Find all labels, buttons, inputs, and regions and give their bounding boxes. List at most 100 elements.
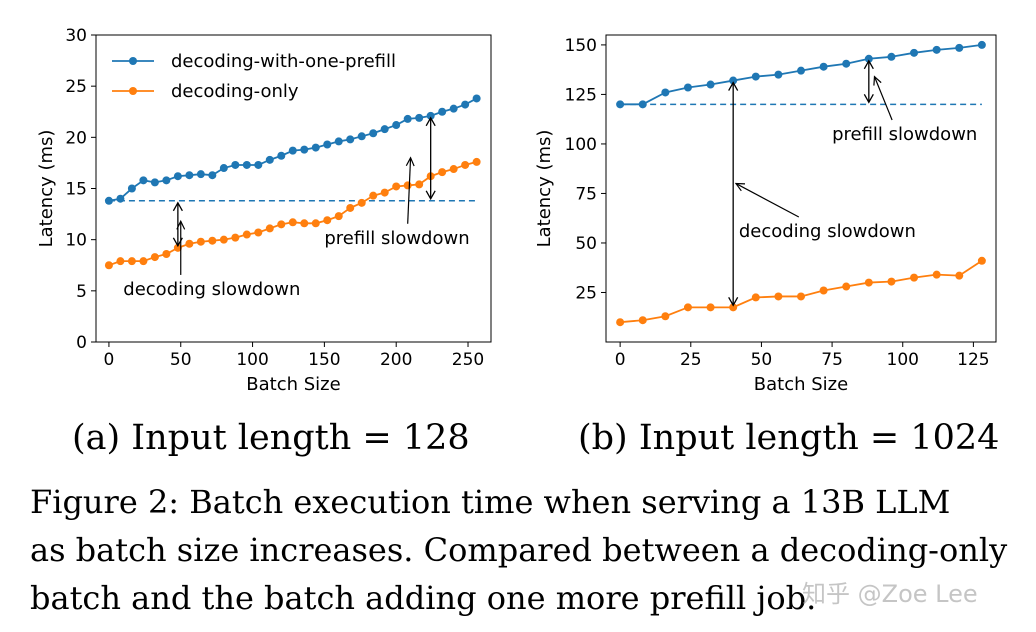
annotation-text: decoding slowdown [739,221,916,242]
y-tick-label: 20 [65,128,87,148]
data-point-decoding-with-one-prefill [415,113,424,122]
data-point-decoding-only [231,233,240,242]
chart-input-1024: 0 25 50 75 100 125 25 50 75 100 125 150 Batch Size La… [534,34,997,395]
data-point-decoding-with-one-prefill [438,107,447,116]
data-point-decoding-with-one-prefill [932,45,941,54]
double-arrow-head [172,201,183,212]
data-point-decoding-with-one-prefill [196,170,205,179]
data-point-decoding-with-one-prefill [323,140,332,149]
annotation-pointer-head [734,182,746,192]
data-point-decoding-with-one-prefill [842,59,851,68]
y-tick-label: 150 [565,36,597,56]
data-point-decoding-only [706,303,715,312]
data-point-decoding-only [438,168,447,177]
y-tick-label: 25 [65,77,87,97]
data-point-decoding-only [774,292,783,301]
data-point-decoding-with-one-prefill [426,111,435,120]
data-point-decoding-only [150,253,159,262]
data-point-decoding-only [638,316,647,325]
data-point-decoding-with-one-prefill [887,52,896,61]
caption-line: as batch size increases. Compared betwee… [30,531,1008,569]
data-point-decoding-only [334,212,343,221]
data-point-decoding-only [369,191,378,200]
chart-input-128: 0 50 100 150 200 250 0 5 10 15 20 25 30 Batch Size Lat… [36,26,492,395]
data-point-decoding-only [311,219,320,228]
x-tick-label: 75 [821,350,843,370]
data-point-decoding-with-one-prefill [403,114,412,123]
data-point-decoding-only [139,257,148,266]
data-point-decoding-with-one-prefill [208,171,217,180]
legend-label: decoding-only [171,81,299,102]
annotation-text: decoding slowdown [123,279,300,300]
x-tick-label: 150 [308,350,340,370]
data-point-decoding-with-one-prefill [729,76,738,85]
data-point-decoding-only [392,182,401,191]
subcaption-a: (a) Input length = 128 [72,418,470,458]
data-point-decoding-with-one-prefill [472,94,481,103]
data-point-decoding-only [323,216,332,225]
data-point-decoding-with-one-prefill [254,160,263,169]
data-point-decoding-with-one-prefill [977,40,986,49]
data-point-decoding-with-one-prefill [369,129,378,138]
data-point-decoding-with-one-prefill [449,104,458,113]
x-tick-label: 200 [380,350,412,370]
data-point-decoding-with-one-prefill [277,151,286,160]
data-point-decoding-only [242,230,251,239]
data-point-decoding-only [104,261,113,270]
data-point-decoding-only [288,218,297,227]
data-point-decoding-only [116,257,125,266]
y-tick-label: 30 [65,26,87,46]
legend-label: decoding-with-one-prefill [171,51,396,72]
data-point-decoding-only [265,224,274,233]
data-point-decoding-only [162,249,171,258]
data-point-decoding-with-one-prefill [300,145,309,154]
x-tick-label: 250 [452,350,484,370]
watermark: 知乎 @Zoe Lee [802,580,978,608]
caption-line: Figure 2: Batch execution time when serv… [30,483,951,521]
data-point-decoding-with-one-prefill [661,88,670,97]
data-point-decoding-with-one-prefill [173,172,182,181]
data-point-decoding-only [346,203,355,212]
annotation-text: prefill slowdown [324,228,469,249]
x-tick-label: 0 [104,350,115,370]
data-point-decoding-only [415,180,424,189]
double-arrow-head [425,190,436,201]
data-point-decoding-only [932,270,941,279]
data-point-decoding-with-one-prefill [774,70,783,79]
data-point-decoding-with-one-prefill [311,143,320,152]
annotation-pointer [407,157,412,224]
data-point-decoding-only [977,256,986,265]
data-point-decoding-with-one-prefill [150,178,159,187]
data-point-decoding-only [254,228,263,237]
plot-frame [605,34,997,343]
data-point-decoding-with-one-prefill [638,100,647,109]
data-point-decoding-only [842,282,851,291]
data-point-decoding-with-one-prefill [231,160,240,169]
data-point-decoding-with-one-prefill [864,54,873,63]
x-tick-label: 125 [957,350,989,370]
data-point-decoding-with-one-prefill [357,132,366,141]
data-point-decoding-with-one-prefill [683,83,692,92]
x-tick-label: 0 [615,350,626,370]
data-point-decoding-only [819,286,828,295]
data-point-decoding-only [887,277,896,286]
data-point-decoding-with-one-prefill [380,125,389,134]
subcaption-b: (b) Input length = 1024 [578,418,1000,458]
data-point-decoding-only [173,243,182,252]
data-point-decoding-with-one-prefill [185,171,194,180]
annotation-pointer-head [405,156,415,167]
data-point-decoding-with-one-prefill [616,100,625,109]
data-point-decoding-only [380,188,389,197]
data-point-decoding-only [616,318,625,327]
data-point-decoding-only [449,165,458,174]
data-point-decoding-only [864,278,873,287]
y-tick-label: 50 [575,234,597,254]
data-point-decoding-only [661,312,670,321]
data-point-decoding-with-one-prefill [162,176,171,185]
x-tick-label: 100 [887,350,919,370]
double-arrow-head [425,116,436,127]
data-point-decoding-with-one-prefill [116,194,125,203]
y-tick-label: 100 [565,135,597,155]
legend-marker [129,57,137,65]
